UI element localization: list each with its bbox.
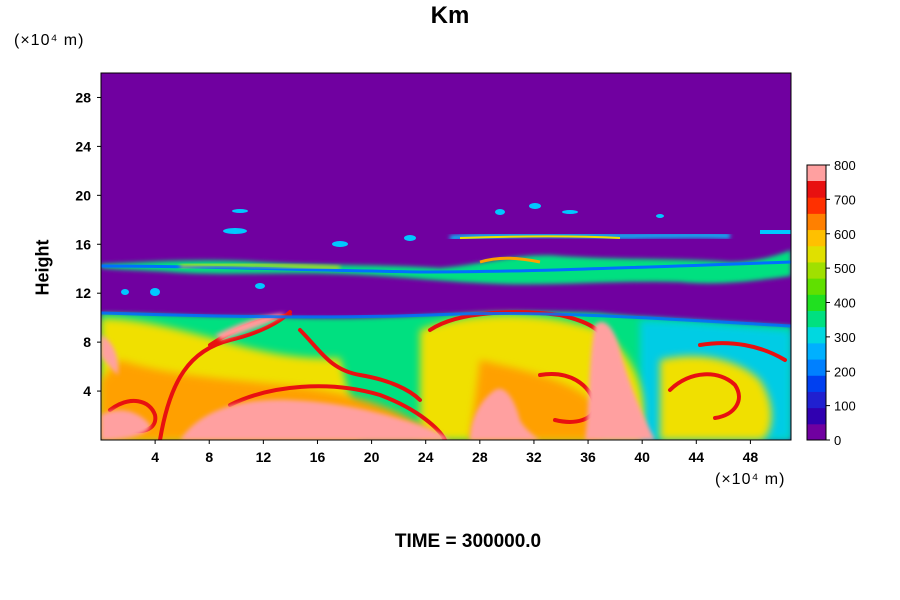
plot-frame [100, 72, 792, 441]
x-tick-label: 40 [634, 449, 650, 465]
heatmap-field [101, 203, 791, 440]
y-tick-label: 8 [83, 334, 91, 350]
patch-11 [656, 214, 664, 218]
colorbar-swatch [807, 342, 826, 360]
top-band [449, 232, 731, 241]
red-filament-5 [228, 384, 447, 440]
colorbar-swatch [807, 375, 826, 392]
colorbar-swatch [807, 326, 826, 344]
y-tick-label: 4 [83, 383, 91, 399]
red-filament-2 [158, 310, 292, 440]
lower-layer-fringe [101, 311, 791, 328]
colorbar-swatch [807, 407, 826, 425]
x-tick-label: 28 [472, 449, 488, 465]
colorbar-tick-label: 800 [834, 158, 856, 173]
y-tick-label: 16 [75, 236, 91, 252]
time-label: TIME = 300000.0 [394, 531, 542, 552]
patch-6 [562, 210, 578, 214]
colorbar-swatch [807, 229, 826, 247]
x-tick-label: 20 [364, 449, 380, 465]
high-region-1 [101, 410, 150, 440]
patch-4 [404, 235, 416, 241]
patch-5 [529, 203, 541, 209]
colorbar-tick-label: 200 [834, 364, 856, 379]
colorbar-swatch [807, 359, 826, 376]
x-tick-label: 12 [256, 449, 272, 465]
red-filament-8 [668, 372, 741, 420]
colorbar-swatch [807, 294, 826, 311]
colorbar-swatch [807, 310, 826, 328]
high-region-6 [215, 313, 285, 340]
x-tick-label: 4 [151, 449, 159, 465]
upper-band-yellow [179, 262, 341, 270]
chart-title: Km [430, 2, 470, 29]
colorbar-swatch [807, 181, 826, 198]
upper-band-orange [479, 256, 541, 264]
colorbar-tick-label: 300 [834, 330, 856, 345]
high-region-2 [180, 399, 450, 440]
y-tick-label: 24 [75, 138, 91, 154]
upper-band-edge [101, 260, 791, 274]
red-filament-9 [698, 341, 787, 362]
colorbar-swatch [807, 261, 826, 279]
colorbar-tick-label: 600 [834, 227, 856, 242]
x-tick-label: 24 [418, 449, 434, 465]
x-tick-label: 48 [743, 449, 759, 465]
upper-band [101, 250, 791, 285]
colorbar-tick-label: 500 [834, 261, 856, 276]
patch-1 [223, 228, 247, 234]
y-tick-label: 12 [75, 285, 91, 301]
high-region-3 [470, 388, 540, 440]
colorbar: 0 100 200 300 400 500 600 700 800 [806, 158, 856, 448]
patch-10 [495, 209, 505, 215]
colorbar-swatch [807, 245, 826, 263]
top-band-core [459, 235, 621, 239]
colorbar-swatch [807, 391, 826, 409]
x-tick-label: 16 [310, 449, 326, 465]
high-region-5 [101, 335, 119, 375]
red-filament-4 [298, 328, 422, 402]
y-axis-unit: (×10⁴ m) [14, 32, 85, 49]
x-tick-label: 8 [205, 449, 213, 465]
x-tick-label: 36 [580, 449, 596, 465]
patch-2 [232, 209, 248, 213]
colorbar-swatch-top [807, 165, 826, 181]
patch-9 [255, 283, 265, 289]
colorbar-swatch [807, 423, 826, 441]
colorbar-tick-label: 0 [834, 433, 841, 448]
plot-area [101, 73, 791, 440]
high-region-4 [585, 321, 655, 440]
y-tick-label: 28 [75, 89, 91, 105]
colorbar-tick-label: 100 [834, 399, 856, 414]
x-axis-unit: (×10⁴ m) [715, 471, 786, 488]
x-tick-label: 32 [526, 449, 542, 465]
colorbar-swatch [807, 278, 826, 295]
x-tick-label: 44 [689, 449, 705, 465]
patch-7 [150, 288, 160, 296]
colorbar-swatch [807, 197, 826, 214]
colorbar-swatch [807, 213, 826, 231]
patch-8 [121, 289, 129, 295]
colorbar-tick-label: 400 [834, 296, 856, 311]
patch-3 [332, 241, 348, 247]
y-tick-label: 20 [75, 187, 91, 203]
colorbar-tick-label: 700 [834, 192, 856, 207]
